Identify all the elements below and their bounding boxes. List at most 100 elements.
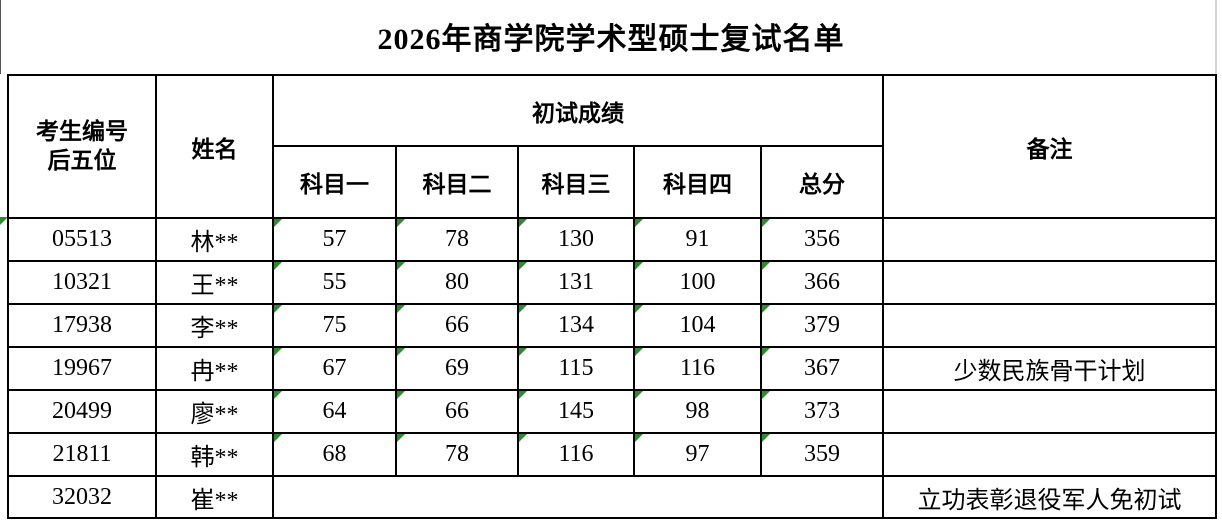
- cell-subject2-score: 78: [395, 432, 519, 477]
- table-header-row: 考生编号 后五位 姓名 初试成绩 备注: [7, 74, 1218, 219]
- cell-flag-icon: [636, 263, 643, 270]
- table-row: 21811 韩** 68 78 116 97 359: [7, 432, 1218, 477]
- cell-remark: 少数民族骨干计划: [882, 346, 1218, 391]
- table-row: 05513 林** 57 78 130 91 356: [7, 217, 1218, 262]
- cell-total-score: 359: [759, 432, 885, 477]
- cell-flag-icon: [636, 392, 643, 399]
- right-edge-divider: [1215, 0, 1217, 74]
- table-row: 10321 王** 55 80 131 100 366: [7, 260, 1218, 305]
- cell-flag-icon: [398, 392, 405, 399]
- cell-flag-icon: [398, 220, 405, 227]
- header-subject1: 科目一: [272, 145, 397, 219]
- cell-flag-icon: [398, 349, 405, 356]
- cell-flag-icon: [763, 220, 770, 227]
- cell-subject2-score: 69: [395, 346, 519, 391]
- cell-remark: [882, 432, 1218, 477]
- cell-flag-icon: [398, 306, 405, 313]
- cell-flag-icon: [763, 263, 770, 270]
- cell-flag-icon: [520, 392, 527, 399]
- cell-flag-icon: [275, 263, 282, 270]
- cell-name: 王**: [155, 260, 274, 305]
- cell-flag-icon: [520, 435, 527, 442]
- cell-total-score: 366: [759, 260, 885, 305]
- table-row: 32032 崔** 立功表彰退役军人免初试: [7, 475, 1218, 519]
- cell-flag-icon: [275, 349, 282, 356]
- cell-flag-icon: [520, 349, 527, 356]
- cell-subject3-score: 116: [517, 432, 635, 477]
- page-title: 2026年商学院学术型硕士复试名单: [377, 23, 845, 56]
- cell-flag-icon: [636, 306, 643, 313]
- cell-flag-icon: [636, 435, 643, 442]
- cell-subject4-score: 116: [633, 346, 762, 391]
- cell-subject4-score: 91: [633, 217, 762, 262]
- cell-candidate-id: 20499: [7, 389, 157, 434]
- cell-subject3-score: 134: [517, 303, 635, 348]
- cell-candidate-id: 32032: [7, 475, 157, 519]
- cell-flag-icon: [636, 220, 643, 227]
- cell-total-score: 356: [759, 217, 885, 262]
- cell-candidate-id: 17938: [7, 303, 157, 348]
- header-initial-exam-group: 初试成绩: [271, 74, 885, 147]
- cell-subject3-score: 131: [517, 260, 635, 305]
- cell-name: 冉**: [155, 346, 274, 391]
- cell-flag-icon: [275, 392, 282, 399]
- header-subject3: 科目三: [517, 145, 635, 219]
- left-edge-divider: [0, 0, 1, 74]
- cell-flag-icon: [398, 263, 405, 270]
- cell-remark: [882, 303, 1218, 348]
- cell-candidate-id: 10321: [7, 260, 157, 305]
- cell-subject2-score: 66: [395, 389, 519, 434]
- cell-remark: [882, 389, 1218, 434]
- cell-candidate-id: 21811: [7, 432, 157, 477]
- cell-subject2-score: 80: [395, 260, 519, 305]
- header-name: 姓名: [155, 74, 274, 219]
- cell-subject1-score: 57: [272, 217, 397, 262]
- cell-subject4-score: 97: [633, 432, 762, 477]
- cell-subject2-score: 78: [395, 217, 519, 262]
- cell-flag-icon: [636, 349, 643, 356]
- cell-flag-icon: [275, 306, 282, 313]
- cell-flag-icon: [0, 217, 8, 225]
- cell-subject1-score: 67: [272, 346, 397, 391]
- cell-name: 崔**: [155, 475, 274, 519]
- cell-flag-icon: [398, 435, 405, 442]
- cell-total-score: 367: [759, 346, 885, 391]
- cell-flag-icon: [275, 220, 282, 227]
- cell-name: 韩**: [155, 432, 274, 477]
- table-row: 17938 李** 75 66 134 104 379: [7, 303, 1218, 348]
- cell-subject4-score: 100: [633, 260, 762, 305]
- header-subject4: 科目四: [633, 145, 762, 219]
- cell-total-score: 379: [759, 303, 885, 348]
- cell-remark: [882, 260, 1218, 305]
- cell-subject4-score: 104: [633, 303, 762, 348]
- cell-name: 李**: [155, 303, 274, 348]
- cell-flag-icon: [520, 220, 527, 227]
- cell-subject3-score: 145: [517, 389, 635, 434]
- cell-candidate-id: 05513: [7, 217, 157, 262]
- cell-flag-icon: [763, 392, 770, 399]
- header-remark: 备注: [882, 74, 1218, 219]
- table-row: 19967 冉** 67 69 115 116 367 少数民族骨干计划: [7, 346, 1218, 391]
- cell-flag-icon: [275, 435, 282, 442]
- cell-name: 廖**: [155, 389, 274, 434]
- header-subject2: 科目二: [395, 145, 519, 219]
- cell-remark: [882, 217, 1218, 262]
- results-table: 考生编号 后五位 姓名 初试成绩 备注 科目一 科目二 科目三 科目四 总分 0…: [7, 74, 1218, 519]
- cell-flag-icon: [763, 349, 770, 356]
- cell-flag-icon: [763, 435, 770, 442]
- header-candidate-id: 考生编号 后五位: [7, 74, 157, 219]
- cell-flag-icon: [520, 263, 527, 270]
- cell-subject3-score: 130: [517, 217, 635, 262]
- header-total: 总分: [759, 145, 885, 219]
- table-row: 20499 廖** 64 66 145 98 373: [7, 389, 1218, 434]
- cell-candidate-id: 19967: [7, 346, 157, 391]
- cell-total-score: 373: [759, 389, 885, 434]
- cell-subject1-score: 75: [272, 303, 397, 348]
- cell-subject2-score: 66: [395, 303, 519, 348]
- cell-flag-icon: [763, 306, 770, 313]
- cell-subject1-score: 55: [272, 260, 397, 305]
- cell-name: 林**: [155, 217, 274, 262]
- cell-flag-icon: [520, 306, 527, 313]
- cell-subject3-score: 115: [517, 346, 635, 391]
